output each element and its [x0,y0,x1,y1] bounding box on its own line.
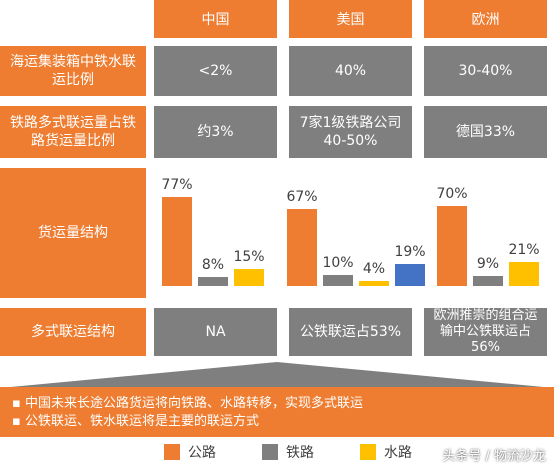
bar-2-road [437,205,467,286]
bar-label-2-water: 21% [508,241,540,258]
bar-label-0-rail: 8% [201,256,225,273]
cell-usa-rail: 7家1级铁路公司 40-50% [289,106,412,158]
bar-2-water [509,261,539,286]
bar-label-1-water: 4% [362,261,386,278]
bar-0-rail [198,276,228,286]
bar-label-1-water-blue: 19% [394,244,426,261]
column-header-europe: 欧洲 [424,0,547,38]
legend-road-label: 公路 [188,445,216,461]
legend-water: 水路 [360,440,412,464]
summary-banner: ▪ 中国未来长途公路货运将向铁路、水路转移，实现多式联运 ▪ 公铁联运、铁水联运… [0,387,554,437]
legend-road-swatch [164,444,180,460]
bar-1-rail [323,274,353,286]
bar-1-water [359,281,389,286]
cell-china-multimodal: NA [154,308,277,356]
cell-usa-multimodal: 公铁联运占53% [289,308,412,356]
note-2: ▪ 公铁联运、铁水联运将是主要的联运方式 [12,414,259,429]
note-1: ▪ 中国未来长途公路货运将向铁路、水路转移，实现多式联运 [12,396,363,411]
row-label-rail-multimodal: 铁路多式联运量占铁路货运量比例 [0,106,146,158]
bar-1-water-blue [395,264,425,286]
row-label-freight-structure: 货运量结构 [0,168,146,298]
cell-europe-sea: 30-40% [424,46,547,96]
legend-road: 公路 [164,440,216,464]
legend-rail-swatch [262,444,278,460]
bar-0-road [162,197,192,286]
summary-arrow [0,362,554,388]
bar-label-0-water: 15% [233,248,265,265]
bar-label-2-rail: 9% [476,255,500,272]
freight-structure-chart: 77% 8% 15% 67% 10% 4% 19% 70% 9% 21% [154,168,554,298]
note-2-text: 公铁联运、铁水联运将是主要的联运方式 [24,414,259,429]
cell-europe-multimodal: 欧洲推崇的组合运输中公铁联运占56% [424,308,547,356]
cell-europe-rail: 德国33% [424,106,547,158]
row-label-sea-container: 海运集装箱中铁水联运比例 [0,46,146,96]
bar-2-rail [473,275,503,286]
legend-water-swatch [360,444,376,460]
legend-rail-label: 铁路 [286,445,314,461]
row-label-multimodal-structure: 多式联运结构 [0,308,146,356]
cell-usa-sea: 40% [289,46,412,96]
cell-china-sea: <2% [154,46,277,96]
bar-label-1-road: 67% [286,188,318,205]
bar-label-0-road: 77% [161,177,193,194]
bar-label-2-road: 70% [436,185,468,202]
legend-water-label: 水路 [384,445,412,461]
bar-1-road [287,208,317,286]
bar-0-water [234,268,264,286]
column-header-usa: 美国 [289,0,412,38]
column-header-china: 中国 [154,0,277,38]
cell-china-rail: 约3% [154,106,277,158]
watermark: 头条号 / 物流沙龙 [442,449,546,464]
note-1-text: 中国未来长途公路货运将向铁路、水路转移，实现多式联运 [24,396,363,411]
bar-label-1-rail: 10% [322,254,354,271]
legend-rail: 铁路 [262,440,314,464]
